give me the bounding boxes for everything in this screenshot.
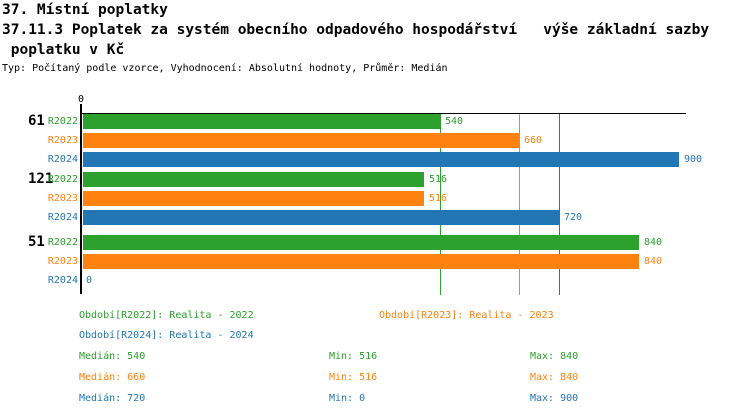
series-row-label: R2024 (47, 212, 78, 223)
bar-value-label: 720 (564, 212, 583, 223)
page-title-line-3: poplatku v Kč (2, 42, 125, 58)
group-label: 51 (28, 234, 45, 250)
stat-min-R2024: Min: 0 (329, 393, 366, 404)
stat-min-R2022: Min: 516 (329, 351, 378, 362)
median-gridline-R2023 (519, 114, 520, 295)
bar-R2023 (83, 254, 639, 269)
bar-R2023 (83, 191, 424, 206)
bar-R2024 (83, 210, 559, 225)
series-row-label: R2022 (47, 174, 78, 185)
median-gridline-R2022 (440, 114, 441, 295)
bar-value-label: 0 (86, 275, 93, 286)
bar-R2023 (83, 133, 519, 148)
x-axis-zero-tick-label: 0 (77, 94, 85, 105)
bar-value-label: 840 (644, 237, 663, 248)
bar-value-label: 900 (684, 154, 703, 165)
stat-median-R2023: Medián: 660 (79, 372, 146, 383)
stat-median-R2024: Medián: 720 (79, 393, 146, 404)
chart-subtitle: Typ: Počítaný podle vzorce, Vyhodnocení:… (2, 63, 448, 74)
bar-R2022 (83, 235, 639, 250)
bar-R2022 (83, 172, 424, 187)
stat-min-R2023: Min: 516 (329, 372, 378, 383)
series-row-label: R2022 (47, 116, 78, 127)
legend-item-R2023: Období[R2023]: Realita - 2023 (379, 310, 554, 321)
stat-median-R2022: Medián: 540 (79, 351, 146, 362)
y-axis-line (80, 104, 82, 294)
stat-max-R2023: Max: 840 (530, 372, 579, 383)
page-title-line-2: 37.11.3 Poplatek za systém obecního odpa… (2, 22, 710, 38)
series-row-label: R2022 (47, 237, 78, 248)
bar-value-label: 516 (429, 193, 448, 204)
series-row-label: R2024 (47, 275, 78, 286)
stat-max-R2024: Max: 900 (530, 393, 579, 404)
bar-value-label: 516 (429, 174, 448, 185)
group-label: 61 (28, 113, 45, 129)
series-row-label: R2023 (47, 256, 78, 267)
legend-item-R2022: Období[R2022]: Realita - 2022 (79, 310, 254, 321)
median-gridline-R2024 (559, 114, 560, 295)
series-row-label: R2023 (47, 135, 78, 146)
page-title-line-1: 37. Místní poplatky (2, 2, 168, 18)
group-label: 121 (28, 171, 54, 187)
x-axis-line (81, 113, 686, 114)
bar-R2024 (83, 152, 679, 167)
series-row-label: R2023 (47, 193, 78, 204)
stat-max-R2022: Max: 840 (530, 351, 579, 362)
bar-value-label: 540 (445, 116, 464, 127)
bar-R2022 (83, 114, 440, 129)
bar-value-label: 840 (644, 256, 663, 267)
series-row-label: R2024 (47, 154, 78, 165)
legend-item-R2024: Období[R2024]: Realita - 2024 (79, 330, 254, 341)
bar-value-label: 660 (524, 135, 543, 146)
